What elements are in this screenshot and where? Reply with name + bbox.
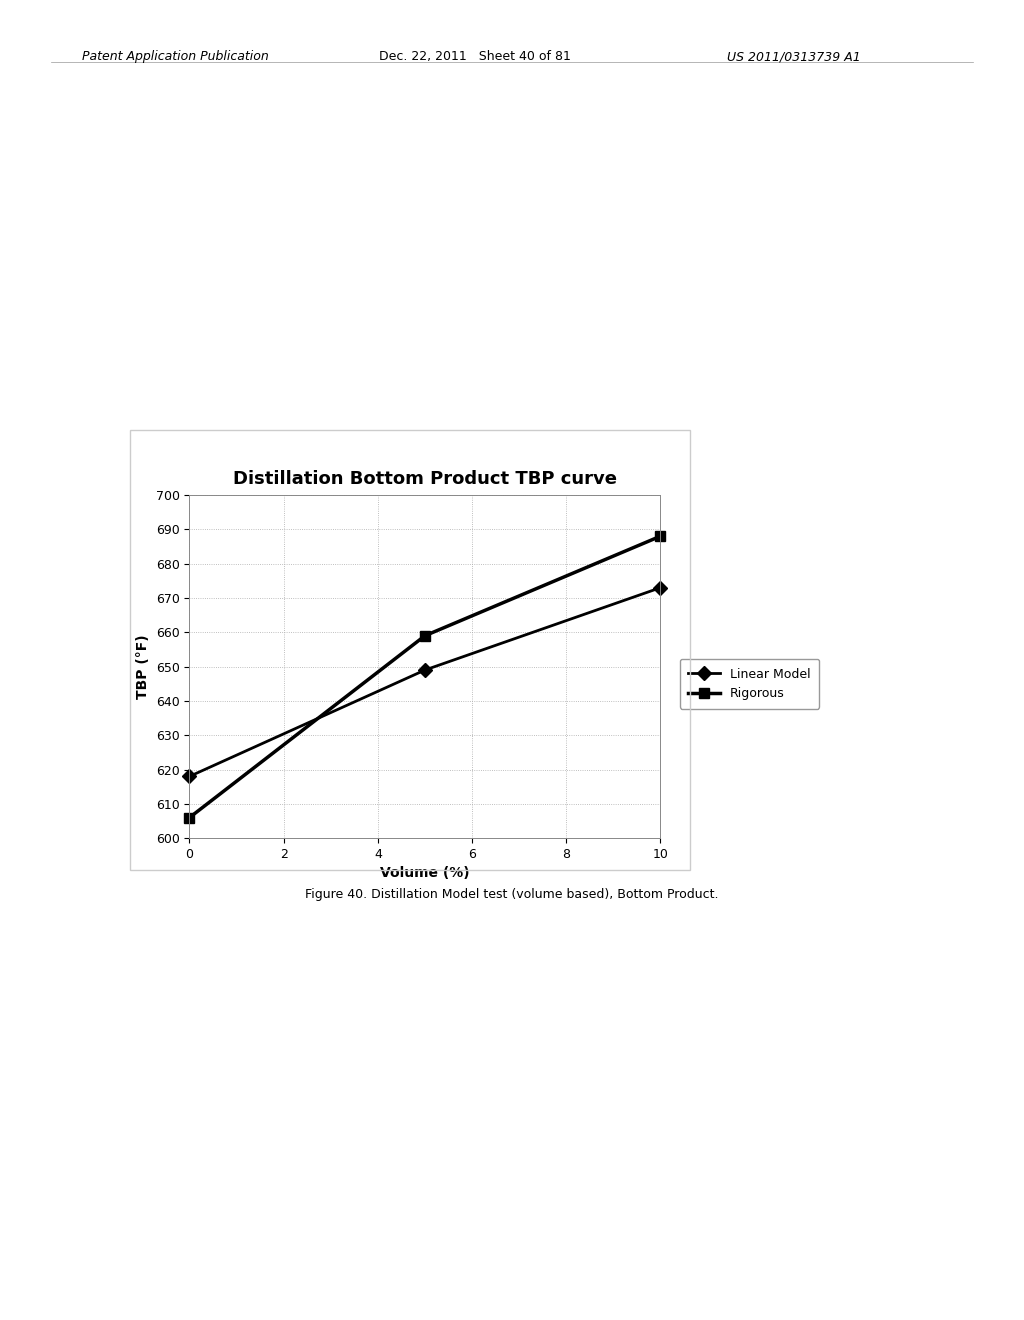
Text: US 2011/0313739 A1: US 2011/0313739 A1: [727, 50, 861, 63]
Rigorous: [183, 809, 196, 825]
Linear Model: [654, 579, 667, 595]
Rigorous: [654, 528, 667, 544]
Rigorous: [419, 628, 431, 644]
Text: Dec. 22, 2011   Sheet 40 of 81: Dec. 22, 2011 Sheet 40 of 81: [379, 50, 570, 63]
Line: Rigorous: Rigorous: [184, 532, 666, 822]
Legend: Linear Model, Rigorous: Linear Model, Rigorous: [680, 659, 819, 709]
Linear Model: [419, 663, 431, 678]
Text: Patent Application Publication: Patent Application Publication: [82, 50, 268, 63]
Y-axis label: TBP (°F): TBP (°F): [136, 635, 151, 698]
Linear Model: [183, 768, 196, 784]
Line: Linear Model: Linear Model: [184, 583, 666, 781]
Text: Figure 40. Distillation Model test (volume based), Bottom Product.: Figure 40. Distillation Model test (volu…: [305, 888, 719, 902]
Title: Distillation Bottom Product TBP curve: Distillation Bottom Product TBP curve: [233, 470, 616, 488]
X-axis label: Volume (%): Volume (%): [380, 866, 470, 880]
